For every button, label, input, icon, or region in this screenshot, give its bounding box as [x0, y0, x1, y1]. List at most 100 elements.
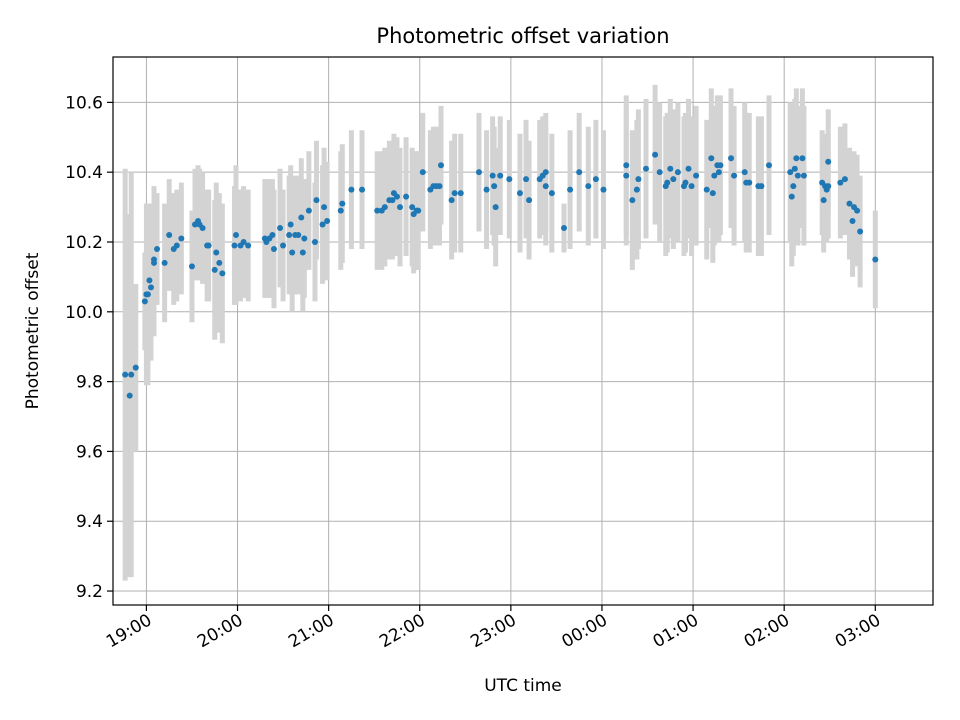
data-point: [231, 242, 238, 249]
data-point: [457, 190, 464, 197]
data-point: [173, 242, 180, 249]
data-point: [592, 176, 599, 183]
data-point: [151, 259, 157, 266]
data-point: [403, 193, 410, 200]
data-point: [857, 228, 864, 235]
y-tick-label: 10.6: [65, 93, 103, 113]
data-point: [492, 204, 499, 211]
data-point: [245, 242, 252, 249]
data-point: [766, 162, 772, 169]
data-point: [542, 169, 549, 176]
data-point: [841, 176, 848, 183]
data-point: [791, 165, 798, 172]
data-point: [216, 259, 223, 266]
data-point: [409, 204, 416, 211]
data-point: [497, 172, 504, 179]
y-tick-label: 9.4: [76, 512, 103, 532]
data-point: [685, 165, 692, 172]
data-point: [301, 235, 308, 242]
data-point: [758, 183, 765, 190]
data-point: [682, 179, 689, 186]
data-point: [635, 176, 642, 183]
data-point: [746, 179, 753, 186]
data-point: [643, 165, 649, 172]
data-point: [166, 232, 173, 239]
data-point: [585, 183, 592, 190]
data-point: [731, 172, 738, 179]
data-point: [298, 214, 305, 221]
data-point: [415, 207, 422, 214]
data-point: [837, 179, 844, 186]
data-point: [728, 155, 735, 162]
data-point: [393, 193, 400, 200]
data-point: [717, 162, 724, 169]
data-point: [516, 190, 523, 197]
data-point: [670, 176, 677, 183]
y-tick-label: 10.4: [65, 163, 103, 183]
data-point: [849, 218, 856, 225]
data-point: [313, 197, 320, 204]
data-point: [436, 183, 443, 190]
data-point: [523, 176, 530, 183]
data-point: [161, 259, 168, 266]
data-point: [799, 155, 806, 162]
data-point: [132, 364, 139, 371]
data-point: [339, 200, 346, 207]
data-point: [389, 197, 396, 204]
data-point: [277, 225, 284, 232]
data-points: [122, 151, 879, 399]
data-point: [381, 204, 388, 211]
data-point: [126, 392, 133, 399]
data-point: [576, 169, 583, 176]
data-point: [793, 155, 800, 162]
data-point: [299, 249, 306, 256]
data-point: [709, 190, 716, 197]
data-point: [269, 232, 276, 239]
data-point: [715, 169, 722, 176]
data-point: [711, 172, 718, 179]
data-point: [788, 193, 795, 200]
y-axis-ticks: 9.2 9.4 9.6 9.8 10.0 10.2 10.4 10.6: [65, 93, 113, 602]
data-point: [154, 245, 161, 252]
data-point: [146, 277, 153, 284]
data-point: [397, 204, 403, 211]
data-point: [213, 249, 220, 256]
data-point: [205, 242, 212, 249]
data-point: [790, 183, 797, 190]
data-point: [144, 291, 151, 298]
data-point: [693, 172, 700, 179]
data-point: [656, 169, 663, 176]
data-point: [741, 169, 748, 176]
data-point: [178, 235, 185, 242]
data-point: [451, 190, 458, 197]
data-point: [448, 197, 455, 204]
data-point: [600, 186, 607, 193]
chart-title: Photometric offset variation: [376, 24, 669, 48]
data-point: [703, 186, 710, 193]
data-point: [491, 183, 498, 190]
data-point: [825, 158, 832, 165]
data-point: [324, 218, 331, 225]
data-point: [211, 266, 218, 273]
data-point: [122, 371, 129, 378]
data-point: [664, 179, 671, 186]
data-point: [199, 225, 206, 232]
data-point: [319, 221, 326, 228]
data-point: [800, 172, 807, 179]
data-point: [337, 207, 344, 214]
data-point: [667, 165, 674, 172]
data-point: [147, 284, 154, 291]
data-point: [688, 183, 695, 190]
data-point: [295, 232, 302, 239]
data-point: [233, 232, 239, 239]
data-point: [321, 204, 328, 211]
data-point: [311, 238, 318, 245]
data-point: [219, 270, 226, 277]
y-tick-label: 10.2: [65, 233, 103, 253]
data-point: [286, 232, 293, 239]
data-point: [475, 169, 482, 176]
data-point: [506, 176, 513, 183]
grid: [113, 57, 933, 605]
data-point: [374, 207, 381, 214]
